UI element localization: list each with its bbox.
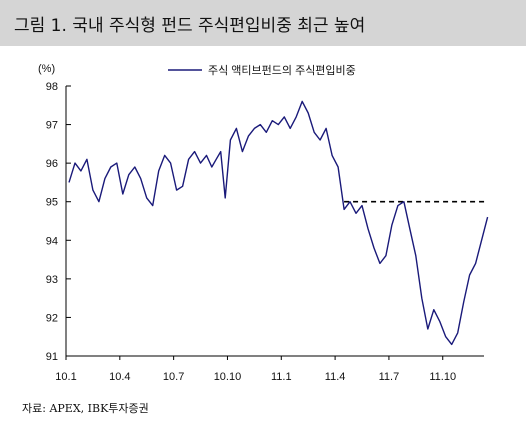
source-note: 자료: APEX, IBK투자증권 (22, 402, 149, 415)
y-tick-label: 94 (46, 235, 58, 247)
x-tick-label: 10.7 (163, 371, 184, 383)
y-tick-label: 98 (46, 81, 58, 93)
y-tick-label: 91 (46, 351, 58, 363)
x-tick-label: 11.10 (429, 371, 456, 383)
y-tick-label: 92 (46, 312, 58, 324)
y-tick-label: 96 (46, 158, 58, 170)
x-tick-label: 10.4 (109, 371, 130, 383)
legend: 주식 액티브펀드의 주식편입비중 (168, 64, 356, 77)
x-tick-label: 11.1 (271, 371, 292, 383)
x-tick-label: 11.4 (325, 371, 346, 383)
x-tick-label: 11.7 (379, 371, 400, 383)
x-tick-label: 10.10 (214, 371, 242, 383)
title-bar: 그림 1. 국내 주식형 펀드 주식편입비중 최근 높여 (0, 0, 526, 46)
y-tick-label: 95 (46, 197, 58, 209)
x-tick-label: 10.1 (55, 371, 76, 383)
series-group (68, 100, 489, 346)
y-tick-label: 93 (46, 274, 58, 286)
legend-label: 주식 액티브펀드의 주식편입비중 (208, 64, 356, 77)
tick-labels: 91 92 93 94 95 96 97 98 (%) 10.1 10.4 10.7 10.10 11.1… (38, 63, 456, 383)
chart-area: 91 92 93 94 95 96 97 98 (%) 10.1 10.4 10.7 10.10 11.1… (38, 63, 489, 383)
y-axis-unit: (%) (38, 63, 55, 75)
axes (65, 85, 484, 360)
y-tick-label: 97 (46, 120, 58, 132)
series-line (68, 100, 489, 346)
chart-title: 그림 1. 국내 주식형 펀드 주식편입비중 최근 높여 (14, 16, 366, 36)
